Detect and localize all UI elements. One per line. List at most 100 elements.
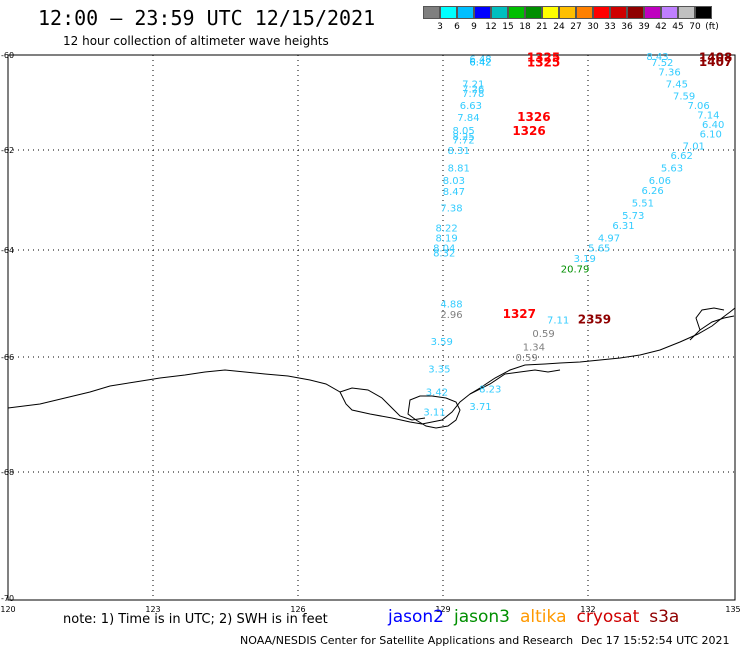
coast-inlet: [339, 387, 426, 421]
color-swatch: [440, 6, 457, 19]
wave-height-label: 3.59: [431, 337, 453, 348]
color-scale-label: 15: [502, 22, 514, 32]
color-scale-label: 33: [604, 22, 616, 32]
wave-height-label: 5.73: [622, 211, 644, 222]
wave-height-label: 6.26: [641, 186, 663, 197]
lon-tick-label: 120: [0, 605, 15, 614]
generation-timestamp: Dec 17 15:52:54 UTC 2021: [581, 634, 730, 647]
wave-height-label: 8.32: [433, 249, 455, 260]
color-swatch: [593, 6, 610, 19]
wave-height-label: 7.59: [673, 91, 695, 102]
wave-height-label: 8.47: [443, 187, 465, 198]
color-swatch: [508, 6, 525, 19]
color-swatch: [423, 6, 440, 19]
wave-height-label: 1327: [503, 307, 536, 321]
credit-line: NOAA/NESDIS Center for Satellite Applica…: [240, 634, 574, 647]
wave-height-label: 8.23: [479, 385, 501, 396]
wave-height-label: 7.01: [683, 141, 705, 152]
wave-height-label: 1.34: [523, 342, 545, 353]
wave-height-label: 5.65: [588, 244, 610, 255]
lat-tick-label: -68: [1, 468, 14, 477]
satellite-legend-item: s3a: [649, 607, 680, 627]
lon-tick-label: 123: [145, 605, 160, 614]
color-swatch: [627, 6, 644, 19]
color-scale-bar: [423, 6, 712, 19]
satellite-legend-item: jason2: [388, 607, 444, 627]
wave-height-label: 6.48: [469, 54, 491, 65]
color-swatch: [542, 6, 559, 19]
coast-east-lobe: [689, 307, 735, 341]
lat-tick-label: -60: [1, 51, 14, 60]
wave-height-label: 7.84: [457, 113, 479, 124]
wave-height-label: 7.06: [688, 101, 710, 112]
color-swatch: [491, 6, 508, 19]
color-scale-label: 24: [553, 22, 565, 32]
color-swatch: [644, 6, 661, 19]
wave-height-label: 8.19: [435, 234, 457, 245]
wave-height-label: 7.21: [462, 80, 484, 91]
wave-height-label: 8.31: [448, 146, 470, 157]
color-scale-label: 6: [454, 22, 460, 32]
wave-height-label: 1407: [699, 55, 732, 69]
color-scale-label: 30: [587, 22, 599, 32]
color-scale-label: 45: [672, 22, 684, 32]
map-border: [7, 54, 736, 601]
color-scale-label: 3: [437, 22, 443, 32]
satellite-legend-item: jason3: [454, 607, 510, 627]
wave-height-label: 3.35: [428, 365, 450, 376]
wave-height-label: 1325: [527, 56, 560, 70]
wave-height-label: 1325: [527, 50, 560, 64]
color-scale-label: 21: [536, 22, 548, 32]
wave-height-label: 0.59: [515, 353, 537, 364]
wave-height-label: 8.25: [452, 132, 474, 143]
lon-tick-label: 135: [725, 605, 740, 614]
page-subtitle: 12 hour collection of altimeter wave hei…: [63, 34, 329, 48]
page-title: 12:00 – 23:59 UTC 12/15/2021: [38, 6, 376, 30]
coast-peninsula: [407, 395, 461, 429]
wave-height-label: 7.11: [547, 316, 569, 327]
color-scale-label: 42: [655, 22, 667, 32]
color-scale-label: (ft): [705, 22, 719, 32]
wave-height-label: 4.88: [440, 300, 462, 311]
wave-height-label: 7.38: [440, 204, 462, 215]
color-scale-label: 9: [471, 22, 477, 32]
color-swatch: [661, 6, 678, 19]
lon-tick-label: 132: [580, 605, 595, 614]
color-scale-label: 36: [621, 22, 633, 32]
lat-tick-label: -64: [1, 246, 14, 255]
color-swatch: [559, 6, 576, 19]
satellite-legend-item: altika: [520, 607, 567, 627]
wave-height-label: 7.45: [666, 80, 688, 91]
wave-height-label: 7.26: [462, 84, 484, 95]
wave-height-label: 7.36: [658, 68, 680, 79]
wave-height-label: 8.43: [646, 52, 668, 63]
lat-tick-label: -66: [1, 353, 14, 362]
wave-height-label: 7.78: [462, 89, 484, 100]
wave-height-label: 6.62: [671, 151, 693, 162]
wave-height-label: 2359: [578, 313, 611, 327]
color-scale-label: 12: [485, 22, 497, 32]
wave-height-label: 6.06: [649, 176, 671, 187]
color-swatch: [610, 6, 627, 19]
wave-height-label: 1408: [699, 50, 732, 64]
color-scale-label: 39: [638, 22, 650, 32]
wave-height-label: 6.63: [460, 101, 482, 112]
grid-lines: -60 -62 -64 -66 -68 -70 120 123 126 129 132 135: [0, 51, 740, 614]
color-swatch: [678, 6, 695, 19]
wave-height-label: 7.14: [697, 110, 719, 121]
color-swatch: [576, 6, 593, 19]
color-swatch: [695, 6, 712, 19]
antarctic-coastline: [7, 307, 736, 425]
wave-height-label: 8.22: [435, 224, 457, 235]
wave-height-label: 7.52: [651, 58, 673, 69]
wave-height-label: 2.96: [440, 310, 462, 321]
lon-tick-label: 129: [435, 605, 450, 614]
color-scale-label: 70: [689, 22, 701, 32]
wave-height-label: 6.31: [612, 221, 634, 232]
wave-height-label: 6.42: [469, 58, 491, 69]
wave-height-label: 8.81: [448, 164, 470, 175]
coast-bay: [469, 369, 561, 395]
wave-height-label: 8.05: [452, 126, 474, 137]
